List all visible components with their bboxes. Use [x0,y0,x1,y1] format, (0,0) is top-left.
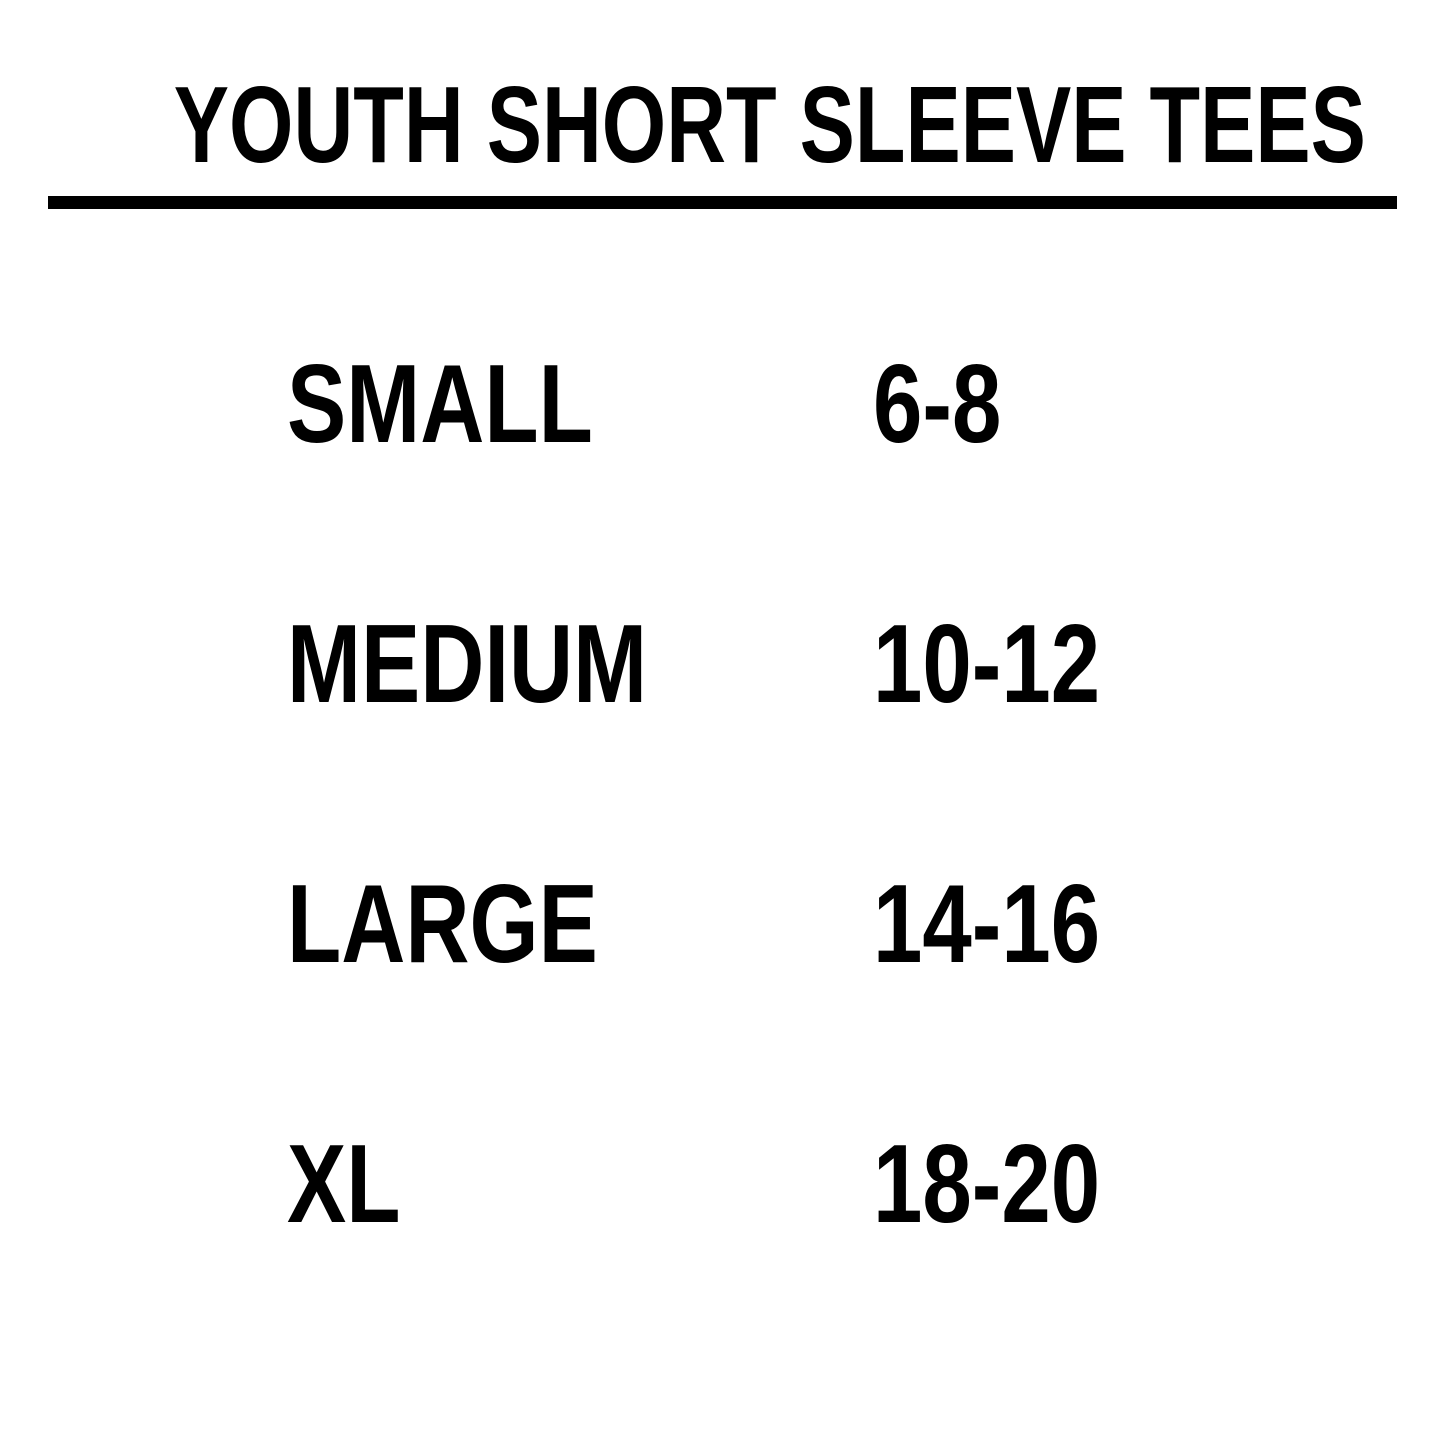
age-range: 14-16 [873,862,1101,986]
age-range: 18-20 [873,1122,1101,1246]
page-title: YOUTH SHORT SLEEVE TEES [173,64,1366,186]
size-label: MEDIUM [287,602,648,726]
size-label: SMALL [287,342,593,466]
title-divider [48,196,1397,209]
age-range: 6-8 [873,342,1002,466]
age-range: 10-12 [873,602,1101,726]
size-label: XL [287,1122,401,1246]
size-label: LARGE [287,862,598,986]
